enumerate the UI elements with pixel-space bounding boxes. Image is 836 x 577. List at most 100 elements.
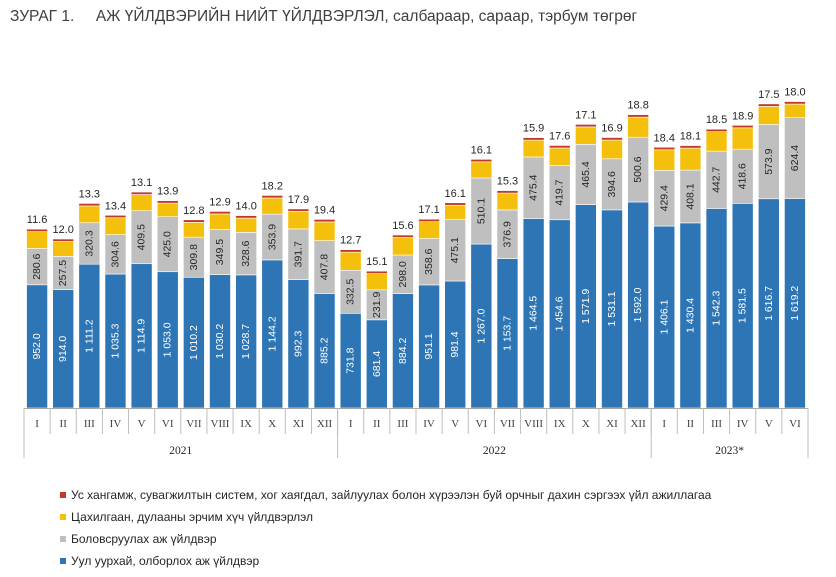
bar-segment [156, 202, 179, 218]
data-label: 418.6 [737, 163, 749, 189]
bar-segment [130, 191, 153, 195]
bar-segment [365, 270, 388, 274]
bar-segment [784, 101, 806, 105]
x-tick-label: XII [630, 418, 646, 430]
bar-segment [575, 124, 597, 128]
data-label: 391.7 [292, 241, 304, 267]
x-group-label: 2023* [715, 445, 744, 457]
bar-segment [313, 219, 336, 223]
data-label: 408.1 [684, 183, 696, 209]
legend-swatch-mining [60, 558, 66, 564]
data-label: 16.9 [601, 123, 622, 135]
x-tick-label: II [373, 418, 381, 430]
data-label: 17.5 [758, 89, 779, 101]
bar-segment [653, 146, 676, 151]
data-label: 1 464.5 [528, 296, 540, 331]
data-label: 353.9 [266, 224, 278, 250]
x-tick-label: I [35, 418, 39, 430]
data-label: 951.1 [423, 333, 435, 359]
data-label: 18.0 [784, 87, 805, 99]
data-label: 992.3 [292, 330, 304, 356]
x-tick-label: I [349, 418, 353, 430]
data-label: 11.6 [27, 214, 48, 226]
bar-segment [287, 208, 310, 212]
x-group-label: 2021 [169, 445, 192, 457]
x-tick-label: V [451, 418, 459, 430]
data-label: 18.9 [732, 110, 753, 122]
data-label: 376.9 [501, 221, 513, 247]
x-tick-label: VIII [211, 418, 230, 430]
legend-item-water: Ус хангамж, сувагжилтын систем, хог хаяг… [60, 484, 711, 506]
data-label: 475.1 [449, 237, 461, 263]
legend-label-manufacturing: Боловсруулах аж үйлдвэр [71, 532, 217, 546]
x-tick-label: IV [423, 418, 435, 430]
data-label: 16.1 [444, 188, 465, 200]
data-label: 1 153.7 [501, 316, 513, 351]
bar-segment [52, 238, 75, 242]
x-tick-label: XII [317, 418, 333, 430]
data-label: 681.4 [371, 351, 383, 377]
bar-segment [78, 205, 101, 224]
x-tick-label: IX [554, 418, 566, 430]
data-label: 18.2 [262, 180, 283, 192]
bar-segment [548, 145, 571, 149]
data-label: 1 454.6 [554, 296, 566, 331]
bar-segment [705, 128, 728, 133]
bar-segment [392, 237, 414, 256]
x-tick-label: X [582, 418, 590, 430]
data-label: 981.4 [449, 331, 461, 357]
data-label: 231.9 [371, 292, 383, 318]
data-label: 12.8 [183, 205, 204, 217]
data-label: 17.1 [418, 204, 439, 216]
x-tick-label: VII [186, 418, 202, 430]
data-label: 1 267.0 [475, 308, 487, 343]
bar-segment [522, 137, 545, 141]
data-label: 1 111.2 [83, 319, 95, 353]
x-tick-label: XI [293, 418, 305, 430]
x-tick-label: III [711, 418, 722, 430]
x-group-label: 2022 [483, 445, 506, 457]
legend-label-water: Ус хангамж, сувагжилтын систем, хог хаяг… [71, 488, 712, 502]
bar-segment [627, 116, 649, 138]
data-label: 15.6 [392, 220, 413, 232]
bar-segment [52, 241, 75, 257]
data-label: 1 542.3 [711, 291, 723, 326]
bar-segment [784, 103, 806, 118]
bar-segment [26, 231, 48, 249]
bar-segment [731, 125, 754, 129]
data-label: 884.2 [397, 337, 409, 363]
data-label: 304.6 [109, 241, 121, 267]
data-label: 19.4 [314, 204, 335, 216]
bar-segment [679, 147, 702, 171]
data-label: 1 581.5 [737, 288, 749, 323]
bar-segment [365, 273, 388, 291]
bar-segment [757, 103, 780, 107]
x-tick-label: VI [476, 418, 488, 430]
data-label: 332.5 [345, 278, 357, 304]
bar-segment [287, 211, 310, 230]
data-label: 320.3 [83, 230, 95, 256]
bar-segment [601, 139, 623, 160]
data-label: 429.4 [658, 185, 670, 211]
data-label: 16.1 [471, 144, 492, 156]
bar-segment [209, 213, 231, 230]
bar-segment [705, 131, 728, 152]
bar-segment [313, 221, 336, 241]
bar-segment [26, 228, 48, 232]
data-label: 1 035.3 [109, 323, 121, 358]
bar-segment [261, 197, 284, 215]
data-label: 952.0 [31, 333, 43, 359]
x-tick-label: V [765, 418, 773, 430]
data-label: 18.1 [680, 131, 701, 143]
data-label: 442.7 [711, 166, 723, 192]
bar-segment [235, 215, 257, 219]
data-label: 298.0 [397, 261, 409, 287]
data-label: 15.9 [523, 123, 544, 135]
legend-item-electricity: Цахилгаан, дулааны эрчим хүч үйлдвэрлэл [60, 506, 711, 528]
bar-segment [679, 145, 702, 149]
legend-swatch-electricity [60, 514, 66, 520]
data-label: 573.9 [763, 148, 775, 174]
data-label: 465.4 [580, 161, 592, 187]
bar-segment [496, 192, 519, 211]
data-label: 13.1 [131, 177, 152, 189]
